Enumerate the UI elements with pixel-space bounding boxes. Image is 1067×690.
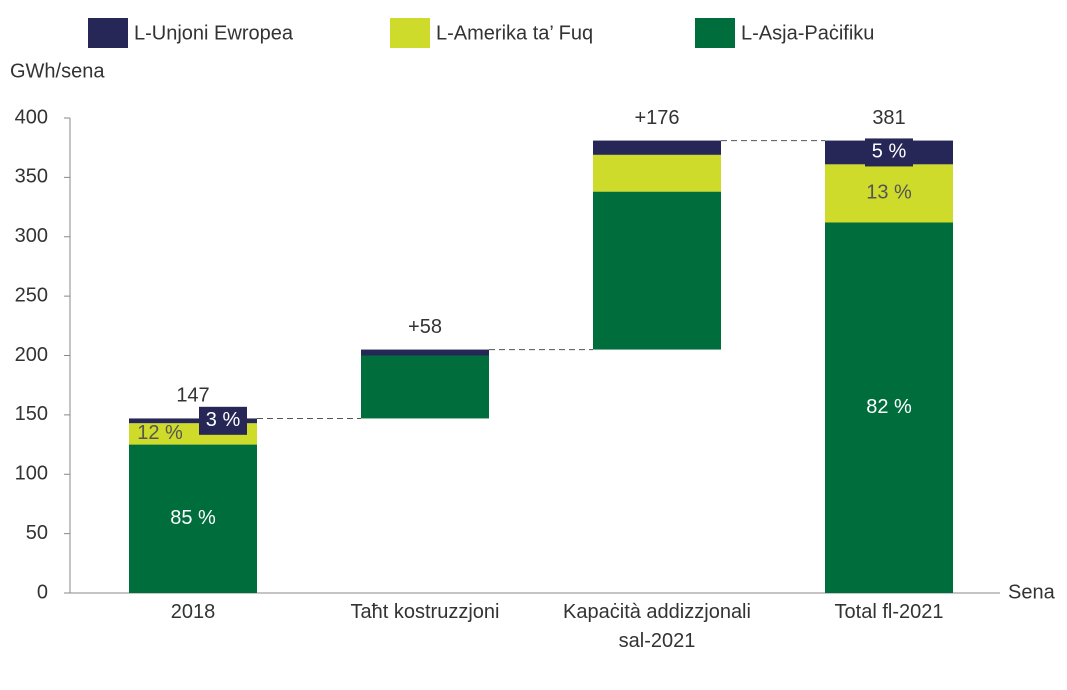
- y-tick-label: 0: [37, 581, 48, 603]
- bar-segment: [129, 444, 257, 593]
- share-label: 12 %: [137, 422, 183, 444]
- total-label: 381: [872, 107, 905, 129]
- x-tick-label: Taħt kostruzzjoni: [350, 601, 500, 623]
- share-label: 13 %: [866, 182, 912, 204]
- x-tick-label: Kapaċità addizzjonali sal-2021: [563, 601, 751, 652]
- y-axis-label: GWh/sena: [10, 60, 105, 82]
- y-tick-label: 50: [26, 522, 48, 544]
- x-tick-label: Total fl-2021: [834, 601, 944, 623]
- bar-segment: [593, 154, 721, 192]
- share-label: 3 %: [206, 409, 241, 431]
- legend-swatch: [88, 18, 128, 48]
- y-tick-label: 300: [15, 225, 48, 247]
- bar-segment: [593, 140, 721, 155]
- bar-segment: [361, 355, 489, 419]
- label-box: [865, 138, 913, 167]
- y-tick-label: 150: [15, 403, 48, 425]
- share-label: 82 %: [866, 396, 912, 418]
- y-tick-label: 100: [15, 463, 48, 485]
- total-label: 147: [176, 385, 209, 407]
- legend-swatch: [390, 18, 430, 48]
- x-axis-label: Sena: [1008, 581, 1056, 603]
- bar-segment: [361, 349, 489, 356]
- y-tick-label: 400: [15, 106, 48, 128]
- bar-segment: [825, 222, 953, 593]
- y-tick-label: 250: [15, 284, 48, 306]
- x-tick-label: 2018: [170, 601, 216, 623]
- bar-segment: [593, 191, 721, 350]
- bar-segment: [825, 164, 953, 223]
- total-label: +176: [634, 107, 679, 129]
- legend-label: L-Amerika ta’ Fuq: [436, 22, 593, 44]
- total-label: +58: [408, 316, 442, 338]
- bar-segment: [129, 418, 257, 424]
- share-label: 85 %: [170, 507, 216, 529]
- legend-label: L-Unjoni Ewropea: [134, 22, 294, 44]
- y-tick-label: 350: [15, 166, 48, 188]
- label-box: [199, 406, 247, 435]
- legend-label: L-Asja-Paċifiku: [741, 22, 874, 44]
- y-tick-label: 200: [15, 344, 48, 366]
- legend-swatch: [695, 18, 735, 48]
- share-label: 5 %: [872, 141, 907, 163]
